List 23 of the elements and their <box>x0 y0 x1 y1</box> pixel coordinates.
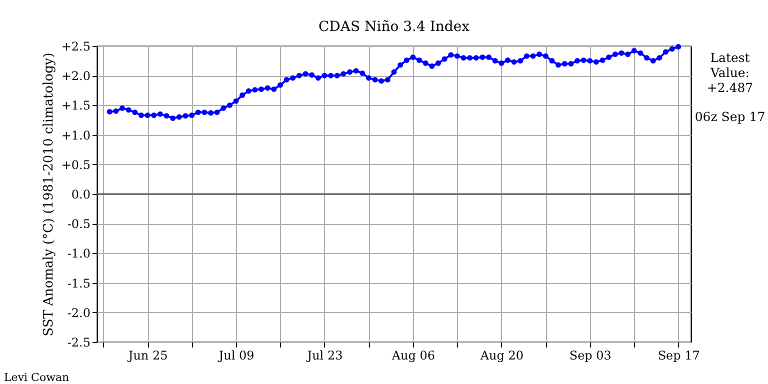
y-tick-label: -2.0 <box>67 306 90 320</box>
y-tick-label: 0.0 <box>71 188 90 202</box>
y-tick-label: -1.5 <box>67 276 90 290</box>
y-tick-label: +2.0 <box>61 69 90 84</box>
y-tick-label: -0.5 <box>67 217 90 232</box>
x-tick-label: Sep 17 <box>658 348 700 362</box>
y-tick-label: +0.5 <box>61 158 90 172</box>
y-axis-title: SST Anomaly (°C) (1981-2010 climatology) <box>41 52 56 336</box>
x-tick-label: Aug 20 <box>479 348 524 362</box>
y-tick-label: -2.5 <box>67 336 90 350</box>
y-tick-label: +2.5 <box>61 40 90 54</box>
x-tick-label: Jun 25 <box>126 348 168 362</box>
text: Levi Cowan <box>4 371 70 384</box>
text: Latest Value: +2.487 <box>706 50 754 95</box>
x-tick-label: Jul 23 <box>305 348 343 362</box>
chart-title: CDAS Niño 3.4 Index <box>318 19 470 35</box>
text: 06z Sep 17 <box>694 109 766 124</box>
x-tick-label: Sep 03 <box>569 348 612 362</box>
y-tick-label: -1.0 <box>67 246 90 261</box>
x-tick-label: Aug 06 <box>390 348 436 362</box>
y-tick-label: +1.5 <box>61 98 90 113</box>
x-tick-label: Jul 09 <box>216 348 254 362</box>
y-tick-label: +1.0 <box>61 128 90 142</box>
